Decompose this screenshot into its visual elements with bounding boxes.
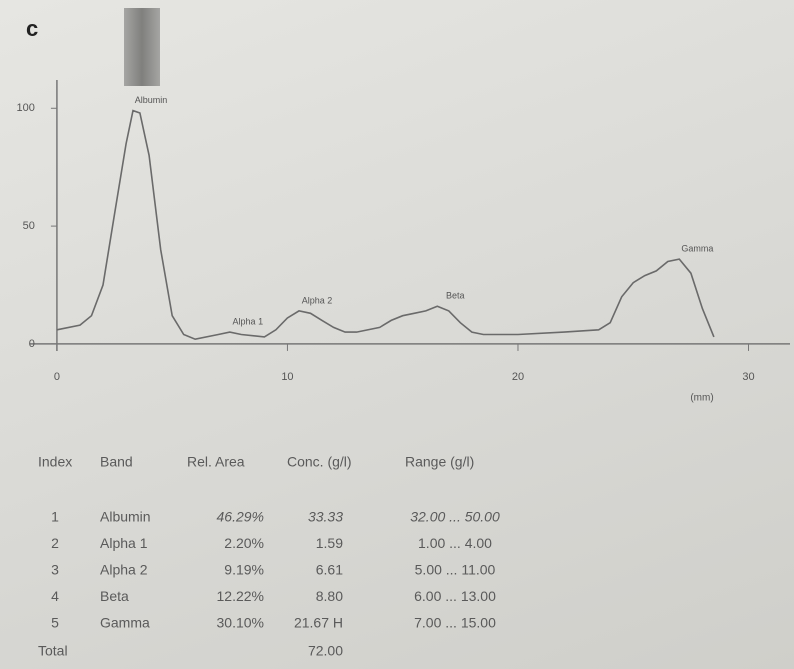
table-cell: 5.00 ... 11.00 [415, 562, 496, 578]
table-cell: 9.19% [224, 562, 264, 578]
table-cell: 33.33 [308, 509, 343, 525]
table-cell: 1.59 [316, 535, 343, 551]
table-cell: 32.00 ... 50.00 [410, 509, 500, 525]
table-cell: 6.00 ... 13.00 [414, 588, 496, 604]
peak-label: Albumin [135, 95, 168, 105]
chart: c 0 50 100 0 10 20 30 (mm) Albumin Alpha 1 Alpha 2… [0, 0, 794, 669]
table-cell: 7.00 ... 15.00 [414, 615, 496, 631]
table-total-conc: 72.00 [308, 643, 343, 659]
trace [57, 111, 714, 340]
y-tick-label: 100 [17, 102, 35, 114]
table-header: Range (g/l) [405, 454, 474, 470]
table-cell: Albumin [100, 509, 151, 525]
x-tick-label: 0 [54, 371, 60, 383]
table-cell: Alpha 2 [100, 562, 148, 578]
panel-label: c [26, 16, 38, 41]
table-cell: 12.22% [217, 588, 264, 604]
printout: c 0 50 100 0 10 20 30 (mm) Albumin Alpha 1 Alpha 2… [0, 0, 794, 669]
table-header: Conc. (g/l) [287, 454, 352, 470]
table-cell: 4 [51, 588, 59, 604]
table-cell: Beta [100, 588, 129, 604]
y-tick-label: 50 [23, 220, 35, 232]
table-cell: 8.80 [316, 588, 343, 604]
x-unit: (mm) [690, 393, 713, 404]
table-cell: 1.00 ... 4.00 [418, 535, 492, 551]
table-cell: 5 [51, 615, 59, 631]
peak-label: Alpha 1 [233, 317, 264, 327]
x-tick-label: 30 [742, 371, 754, 383]
table-cell: 2 [51, 535, 59, 551]
x-tick-label: 10 [281, 371, 293, 383]
table-cell: 6.61 [316, 562, 343, 578]
gel-band [124, 8, 160, 86]
peak-label: Beta [446, 291, 465, 301]
table-header: Rel. Area [187, 454, 245, 470]
peak-label: Gamma [681, 243, 713, 253]
table-cell: Gamma [100, 615, 150, 631]
table-header: Index [38, 454, 72, 470]
table-total-label: Total [38, 643, 68, 659]
table-cell: Alpha 1 [100, 535, 148, 551]
table-header: Band [100, 454, 133, 470]
x-tick-label: 20 [512, 371, 524, 383]
table-cell: 1 [51, 509, 59, 525]
peak-label: Alpha 2 [302, 295, 333, 305]
table-cell: 21.67 H [294, 615, 343, 631]
table-cell: 2.20% [224, 535, 264, 551]
table-cell: 30.10% [217, 615, 264, 631]
table-cell: 3 [51, 562, 59, 578]
table-cell: 46.29% [217, 509, 264, 525]
y-tick-label: 0 [29, 338, 35, 350]
